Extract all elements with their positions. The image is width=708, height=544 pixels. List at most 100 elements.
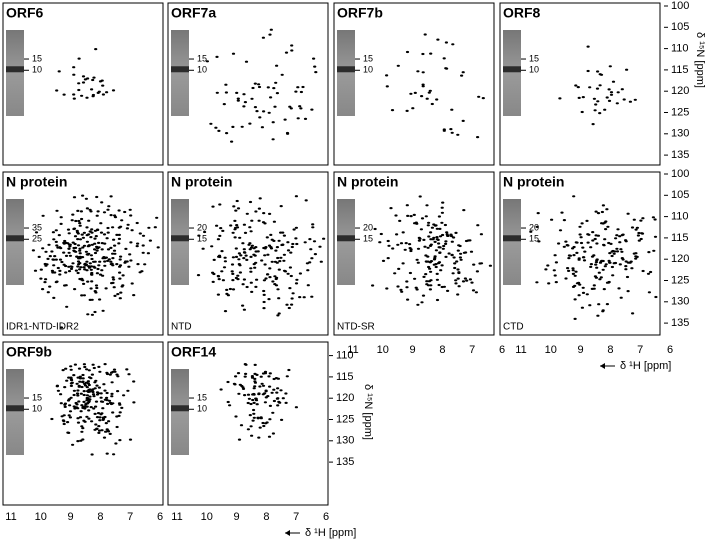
peak xyxy=(576,86,580,89)
peak xyxy=(80,425,84,428)
peak xyxy=(280,418,284,421)
panel-frame xyxy=(167,2,329,166)
peak xyxy=(262,279,266,282)
peak xyxy=(277,312,281,315)
peak xyxy=(599,73,604,76)
peak xyxy=(433,255,437,258)
peak xyxy=(399,288,403,291)
peak xyxy=(34,231,39,234)
peak xyxy=(59,222,63,225)
peak xyxy=(242,105,246,108)
peak xyxy=(69,368,73,371)
peak xyxy=(296,117,300,120)
peak xyxy=(249,267,253,270)
panel-frame xyxy=(2,171,164,336)
peak xyxy=(295,278,299,281)
peak xyxy=(424,254,428,257)
peak xyxy=(433,256,437,260)
panel: 20 15 N protein NTD xyxy=(167,171,329,336)
peak xyxy=(68,416,72,419)
peak xyxy=(72,405,76,408)
peak xyxy=(441,201,445,204)
peak xyxy=(91,78,95,82)
peak xyxy=(143,263,147,266)
peak xyxy=(246,393,251,396)
peak xyxy=(110,282,114,285)
gel xyxy=(337,30,355,116)
peak xyxy=(54,240,58,243)
peak xyxy=(278,260,282,263)
peak xyxy=(90,273,94,276)
peak xyxy=(90,257,94,261)
peak xyxy=(54,258,58,261)
peak xyxy=(96,247,100,250)
peak xyxy=(257,219,261,222)
peak xyxy=(396,64,400,67)
peak xyxy=(586,45,590,48)
peak xyxy=(552,269,556,272)
peak xyxy=(140,270,144,273)
peak xyxy=(97,241,101,244)
peak xyxy=(86,280,90,283)
peak xyxy=(79,392,83,395)
peak xyxy=(119,255,123,258)
peak xyxy=(652,249,656,252)
peak xyxy=(86,245,90,248)
peak xyxy=(223,256,227,259)
peak xyxy=(263,247,267,250)
peak xyxy=(594,103,598,106)
peak xyxy=(95,195,99,199)
peak xyxy=(85,368,89,371)
panel-frame xyxy=(499,171,661,336)
peak xyxy=(62,263,66,266)
peak xyxy=(80,94,84,97)
peak xyxy=(236,274,240,277)
peak xyxy=(420,217,425,220)
peak xyxy=(216,293,220,296)
peak xyxy=(33,269,38,272)
peak xyxy=(461,280,466,283)
peak xyxy=(457,285,461,288)
peak xyxy=(582,256,586,259)
peak xyxy=(594,210,598,213)
peak xyxy=(231,288,236,291)
peak xyxy=(457,271,461,275)
peak xyxy=(66,421,70,424)
peak xyxy=(77,219,81,223)
peak xyxy=(275,276,279,279)
peak xyxy=(117,242,121,245)
peak xyxy=(649,270,653,274)
peak xyxy=(617,287,621,290)
peak xyxy=(101,274,105,277)
peak xyxy=(268,372,272,375)
peak xyxy=(427,221,431,224)
peak xyxy=(257,436,261,439)
peak xyxy=(83,405,87,408)
y-tick-label: 135 xyxy=(336,456,354,468)
peak xyxy=(425,280,429,283)
peak xyxy=(427,235,431,238)
peak xyxy=(271,280,275,283)
peak xyxy=(76,389,80,392)
peak xyxy=(76,440,80,443)
peak xyxy=(435,238,439,241)
x-tick-label: 9 xyxy=(68,511,74,523)
peak xyxy=(74,269,78,272)
peak xyxy=(409,92,413,95)
peak xyxy=(252,416,256,419)
y-tick-label: 110 xyxy=(336,350,354,362)
peak xyxy=(112,453,116,456)
peak xyxy=(557,242,561,245)
peak xyxy=(286,241,290,244)
peak xyxy=(69,376,73,379)
peak xyxy=(463,277,467,280)
peak xyxy=(68,254,72,257)
peak xyxy=(653,235,658,238)
peak xyxy=(106,402,110,405)
peak xyxy=(58,273,62,276)
peak xyxy=(445,231,449,234)
peak xyxy=(277,239,281,242)
peak xyxy=(236,99,240,102)
peak xyxy=(252,412,256,415)
peak xyxy=(76,265,80,268)
